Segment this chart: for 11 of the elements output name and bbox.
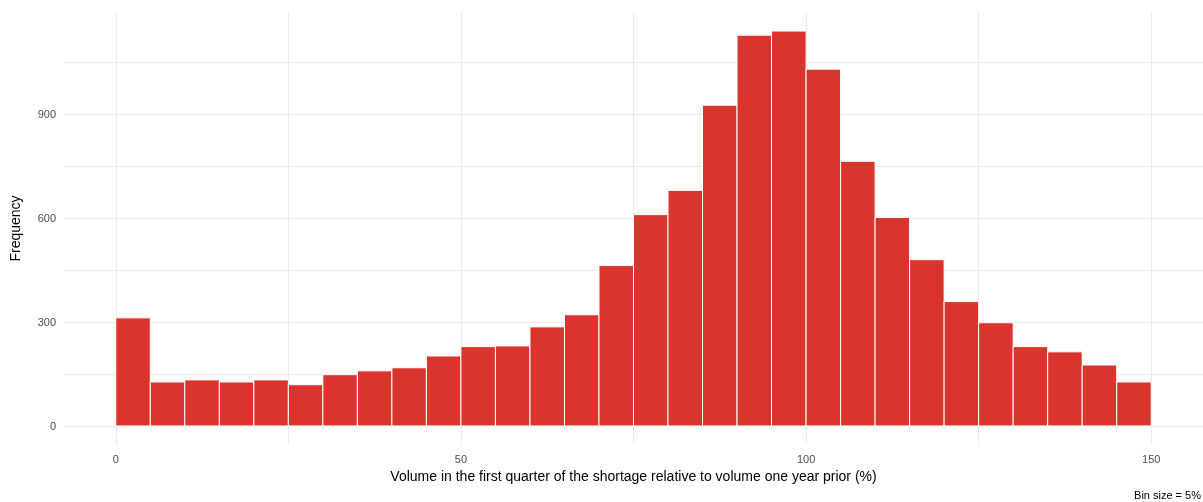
y-tick-label: 300: [37, 316, 56, 329]
y-tick-label: 0: [49, 419, 56, 432]
x-tick-label: 50: [454, 452, 468, 465]
y-tick-label: 900: [37, 108, 56, 121]
y-axis-title: Frequency: [7, 195, 23, 262]
x-axis-title: Volume in the first quarter of the shortage relative to volume one year prior (%): [390, 467, 877, 484]
x-tick-label: 100: [796, 452, 816, 465]
y-tick-label: 600: [37, 212, 56, 225]
text: Bin size = 5%: [1134, 488, 1202, 501]
x-tick-label: 150: [1142, 452, 1161, 465]
x-tick-label: 0: [112, 452, 119, 465]
